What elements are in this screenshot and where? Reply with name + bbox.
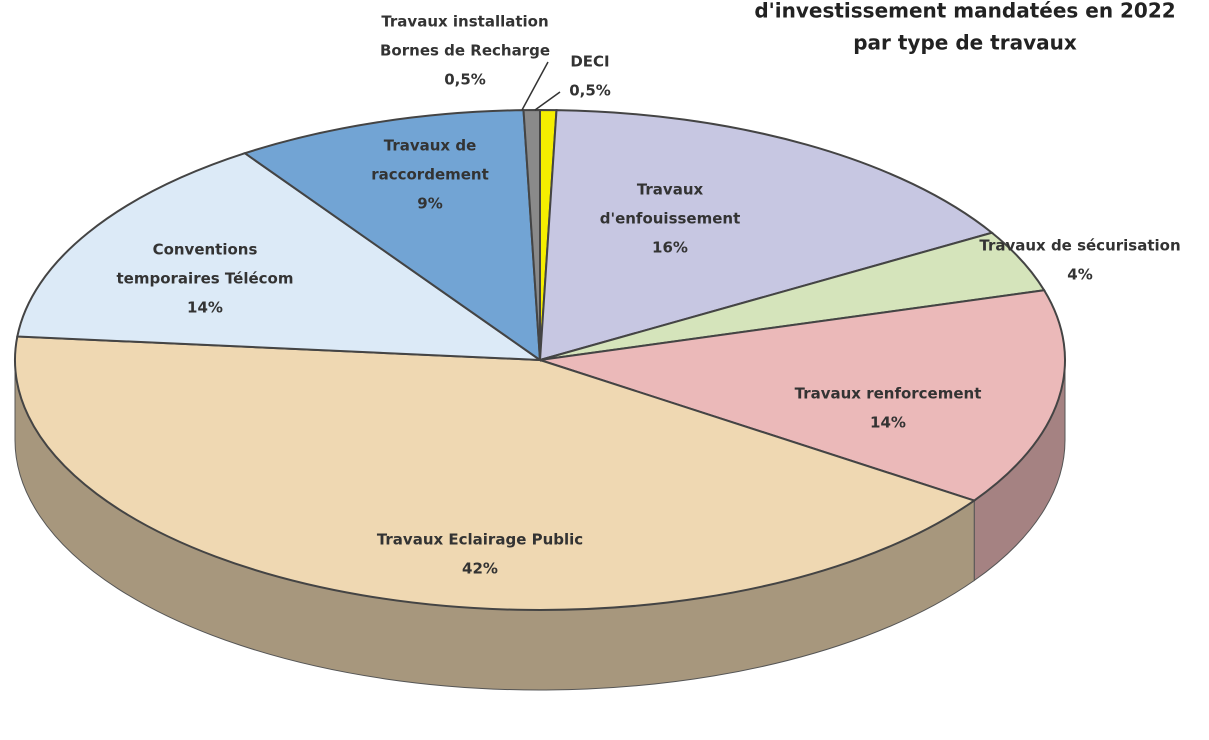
pie-slice <box>242 109 542 363</box>
value-label: 16% <box>652 239 688 257</box>
pie-slice <box>539 289 1066 502</box>
slice-label: DECI <box>570 53 609 71</box>
labels: DECI 0,5% Travaux d'enfouissement 16% Travaux… <box>117 13 1181 578</box>
value-label: 14% <box>187 299 223 317</box>
chart-title: par type de travaux <box>853 31 1077 55</box>
slice-label: d'enfouissement <box>600 210 741 228</box>
slice-label: Travaux installation <box>381 13 548 31</box>
slice-label: raccordement <box>371 166 489 184</box>
pie-slice <box>538 109 995 362</box>
pie-slices <box>14 108 1066 611</box>
slice-label: Travaux Eclairage Public <box>377 531 583 549</box>
pie-slice <box>16 152 544 362</box>
slice-label: Conventions <box>153 241 258 259</box>
value-label: 0,5% <box>569 82 611 100</box>
slice-label: Travaux renforcement <box>795 385 982 403</box>
leader-line <box>534 91 561 111</box>
value-label: 0,5% <box>444 71 486 89</box>
pie-slice <box>522 108 541 361</box>
value-label: 14% <box>870 414 906 432</box>
value-label: 42% <box>462 560 498 578</box>
slice-label: temporaires Télécom <box>117 270 294 288</box>
pie-slice <box>14 335 977 611</box>
leader-line <box>521 61 549 111</box>
slice-label: Bornes de Recharge <box>380 42 550 60</box>
chart-title: d'investissement mandatées en 2022 <box>754 0 1175 23</box>
slice-label: Travaux <box>637 181 704 199</box>
slice-label: Travaux de <box>384 137 477 155</box>
slice-label: Travaux de sécurisation <box>979 237 1180 255</box>
value-label: 4% <box>1067 266 1092 284</box>
value-label: 9% <box>417 195 442 213</box>
